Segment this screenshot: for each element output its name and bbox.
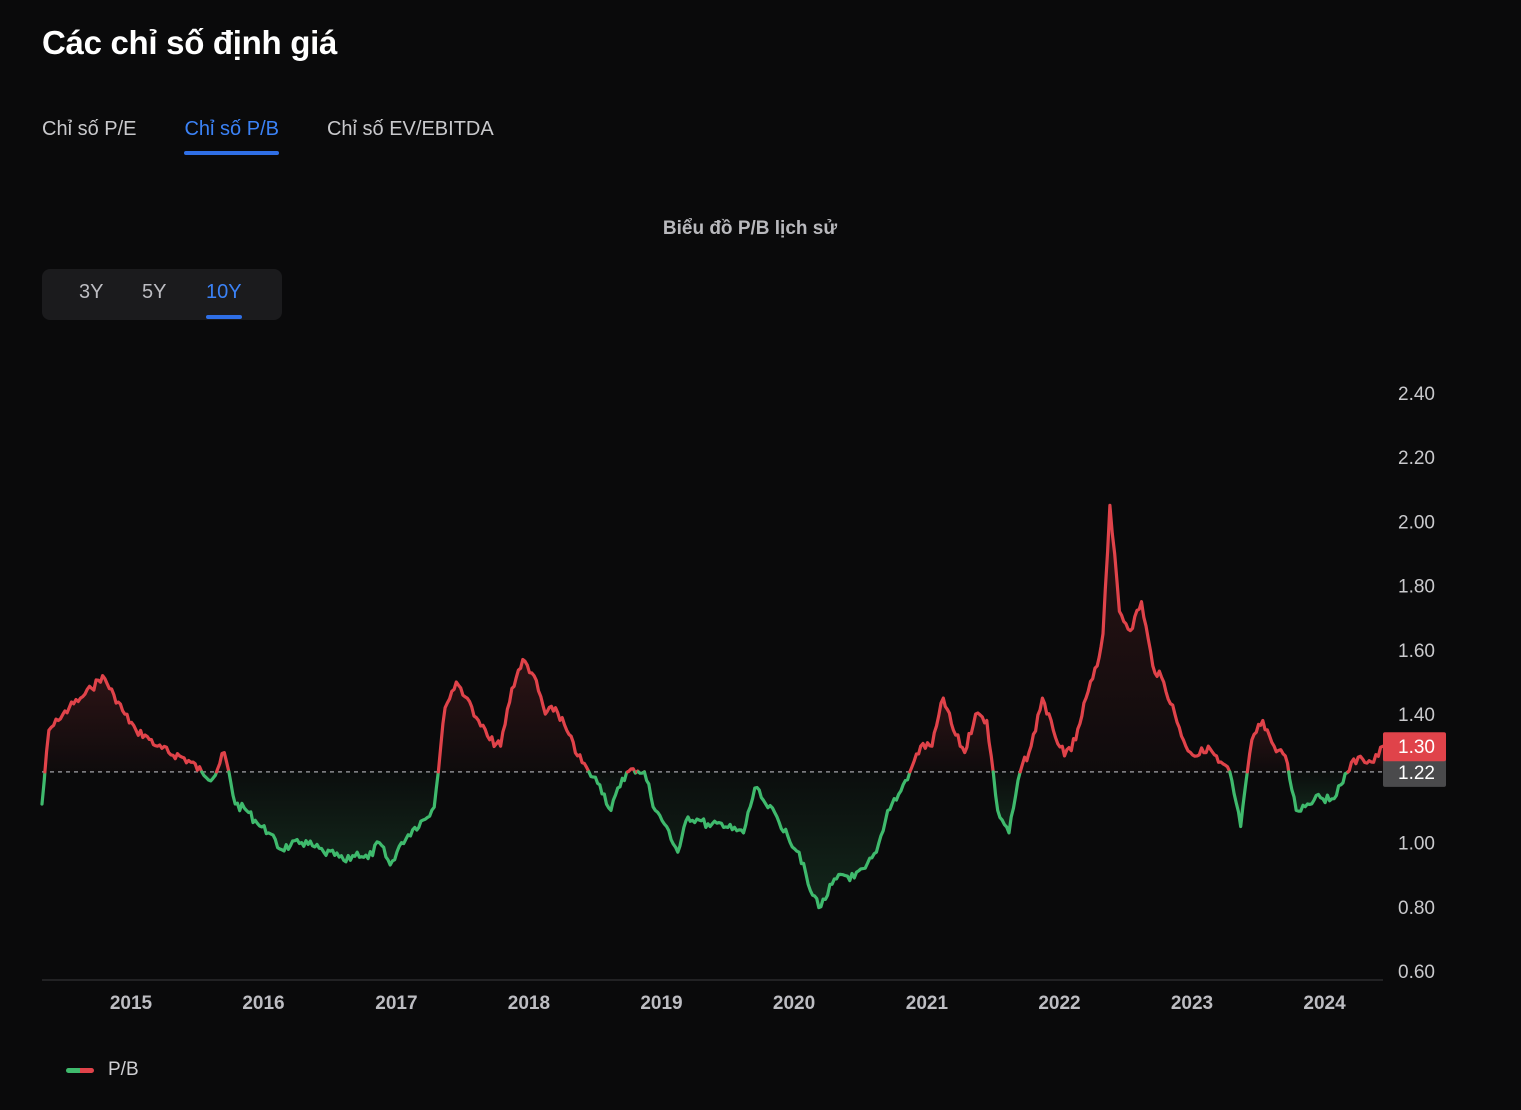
area-fill-4 <box>228 771 439 865</box>
y-tick-label-2: 2.00 <box>1398 512 1435 533</box>
area-fill-18 <box>1288 771 1348 812</box>
tab-ev-ebitda[interactable]: Chỉ số EV/EBITDA <box>326 118 494 140</box>
series-line-segment-1 <box>43 674 204 774</box>
tab-pe[interactable]: Chỉ số P/E <box>42 118 137 140</box>
series-line-segment-12 <box>642 770 912 910</box>
series-line-segment-5 <box>436 657 591 774</box>
valuation-tabs: Chỉ số P/E Chỉ số P/B Chỉ số EV/EBITDA <box>42 118 494 155</box>
y-tick-label-4: 1.60 <box>1398 641 1435 662</box>
range-5y-button[interactable]: 5Y <box>142 281 167 303</box>
range-3y-button[interactable]: 3Y <box>79 281 104 303</box>
x-tick-label-2016: 2016 <box>242 993 284 1014</box>
series-line-segment-18 <box>1287 770 1350 813</box>
x-tick-label-2024: 2024 <box>1303 993 1346 1014</box>
series-line-segment-6 <box>587 770 630 812</box>
x-tick-label-2021: 2021 <box>906 993 949 1014</box>
legend-swatch <box>66 1067 94 1073</box>
x-tick-label-2022: 2022 <box>1038 993 1080 1014</box>
series-line-segment-4 <box>227 770 440 867</box>
y-tick-label-7: 0.80 <box>1398 898 1435 919</box>
tab-pb[interactable]: Chỉ số P/B <box>184 118 280 155</box>
x-tick-label-2017: 2017 <box>375 993 417 1014</box>
reference-label-bg <box>1383 757 1446 787</box>
series-line-segment-2 <box>200 770 219 783</box>
y-tick-label-6: 1.00 <box>1398 834 1435 855</box>
area-fill-5 <box>438 659 589 772</box>
y-tick-label-5: 1.40 <box>1398 705 1435 726</box>
chart-legend: P/B <box>66 1059 139 1081</box>
x-tick-label-2018: 2018 <box>508 993 550 1014</box>
area-fill-12 <box>644 771 910 908</box>
area-fill-14 <box>993 771 1021 833</box>
area-fill-1 <box>44 675 202 772</box>
y-tick-label-0: 2.40 <box>1398 384 1435 405</box>
series-line-segment-17 <box>1245 718 1291 774</box>
chart-title: Biểu đồ P/B lịch sử <box>662 218 838 239</box>
x-tick-label-2015: 2015 <box>110 993 153 1014</box>
series-line-segment-13 <box>908 696 995 774</box>
series-line-segment-15 <box>1018 503 1232 774</box>
area-fill-19 <box>1348 746 1383 772</box>
area-fill-17 <box>1247 720 1289 772</box>
x-tick-label-2019: 2019 <box>640 993 682 1014</box>
series-line-segment-7 <box>626 767 637 774</box>
series-line-segment-14 <box>991 770 1022 835</box>
area-fill-13 <box>909 698 994 772</box>
last-value-label: 1.30 <box>1398 737 1435 758</box>
y-tick-label-8: 0.60 <box>1398 962 1435 983</box>
area-fill-2 <box>201 771 217 781</box>
area-fill-15 <box>1020 505 1230 772</box>
series-line-segment-19 <box>1346 744 1385 774</box>
page-title: Các chỉ số định giá <box>42 24 338 61</box>
x-tick-label-2023: 2023 <box>1171 993 1213 1014</box>
reference-value-label: 1.22 <box>1398 763 1435 784</box>
series-line-segment-16 <box>1228 770 1249 829</box>
legend-label[interactable]: P/B <box>108 1059 139 1080</box>
x-tick-label-2020: 2020 <box>773 993 815 1014</box>
range-selector: 3Y 5Y 10Y <box>42 269 282 320</box>
last-value-label-bg <box>1383 732 1446 762</box>
series-line-segment-3 <box>215 751 231 774</box>
y-tick-label-1: 2.20 <box>1398 448 1435 469</box>
range-10y-button[interactable]: 10Y <box>206 281 242 319</box>
y-tick-label-3: 1.80 <box>1398 577 1435 598</box>
series-line-segment-0 <box>40 770 47 806</box>
